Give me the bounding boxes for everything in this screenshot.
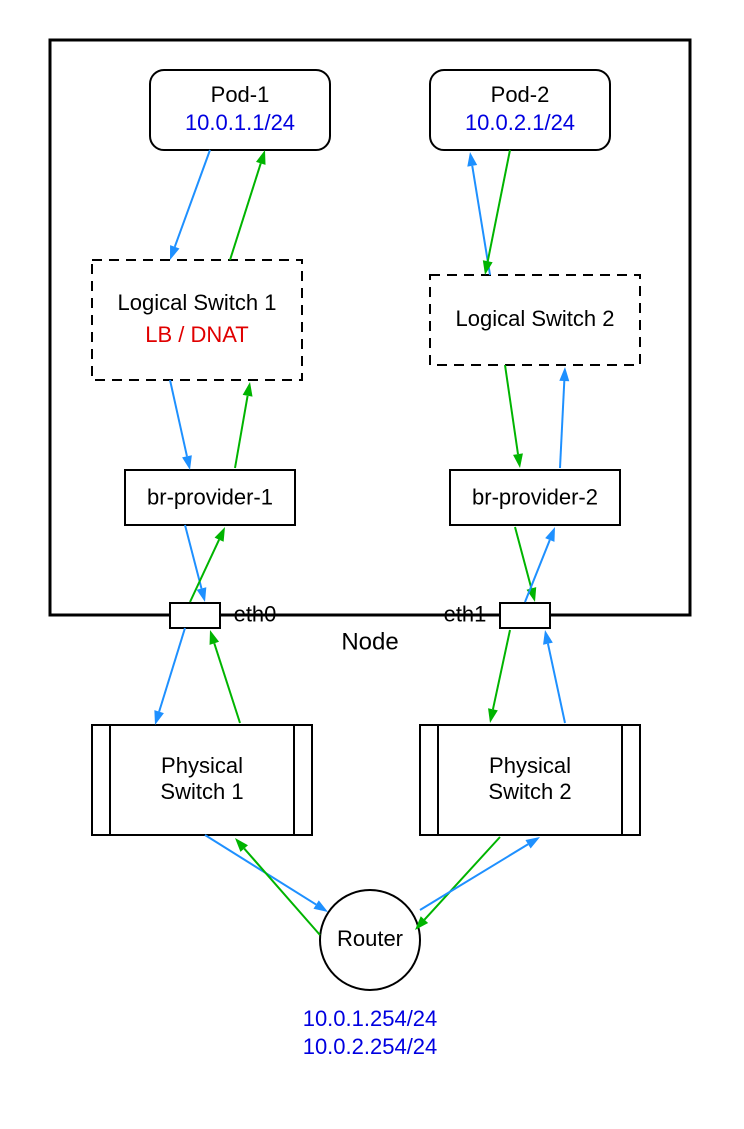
pod-2-ip: 10.0.2.1/24 xyxy=(465,110,575,135)
physical-switch-1-label2: Switch 1 xyxy=(160,779,243,804)
logical-switch-1-lb: LB / DNAT xyxy=(145,322,249,347)
logical-switch-1-label: Logical Switch 1 xyxy=(118,290,277,315)
logical-switch-2-label: Logical Switch 2 xyxy=(456,306,615,331)
eth1-port xyxy=(500,603,550,628)
physical-switch-1-label1: Physical xyxy=(161,753,243,778)
eth1-port-label: eth1 xyxy=(444,601,487,626)
br-provider-1-label: br-provider-1 xyxy=(147,484,273,509)
network-diagram: Node Pod-1 10.0.1.1/24 Pod-2 10.0.2.1/24 Logi… xyxy=(0,0,744,1124)
router-label: Router xyxy=(337,926,403,951)
pod-1-ip: 10.0.1.1/24 xyxy=(185,110,295,135)
eth0-port-label: eth0 xyxy=(234,601,277,626)
br-provider-2-label: br-provider-2 xyxy=(472,484,598,509)
physical-switch-2-label2: Switch 2 xyxy=(488,779,571,804)
logical-switch-1 xyxy=(92,260,302,380)
router-ip1: 10.0.1.254/24 xyxy=(303,1006,438,1031)
pod-1-name: Pod-1 xyxy=(211,82,270,107)
physical-switch-2-label1: Physical xyxy=(489,753,571,778)
node-label: Node xyxy=(341,628,398,655)
router-ip2: 10.0.2.254/24 xyxy=(303,1034,438,1059)
eth0-port xyxy=(170,603,220,628)
pod-2-name: Pod-2 xyxy=(491,82,550,107)
